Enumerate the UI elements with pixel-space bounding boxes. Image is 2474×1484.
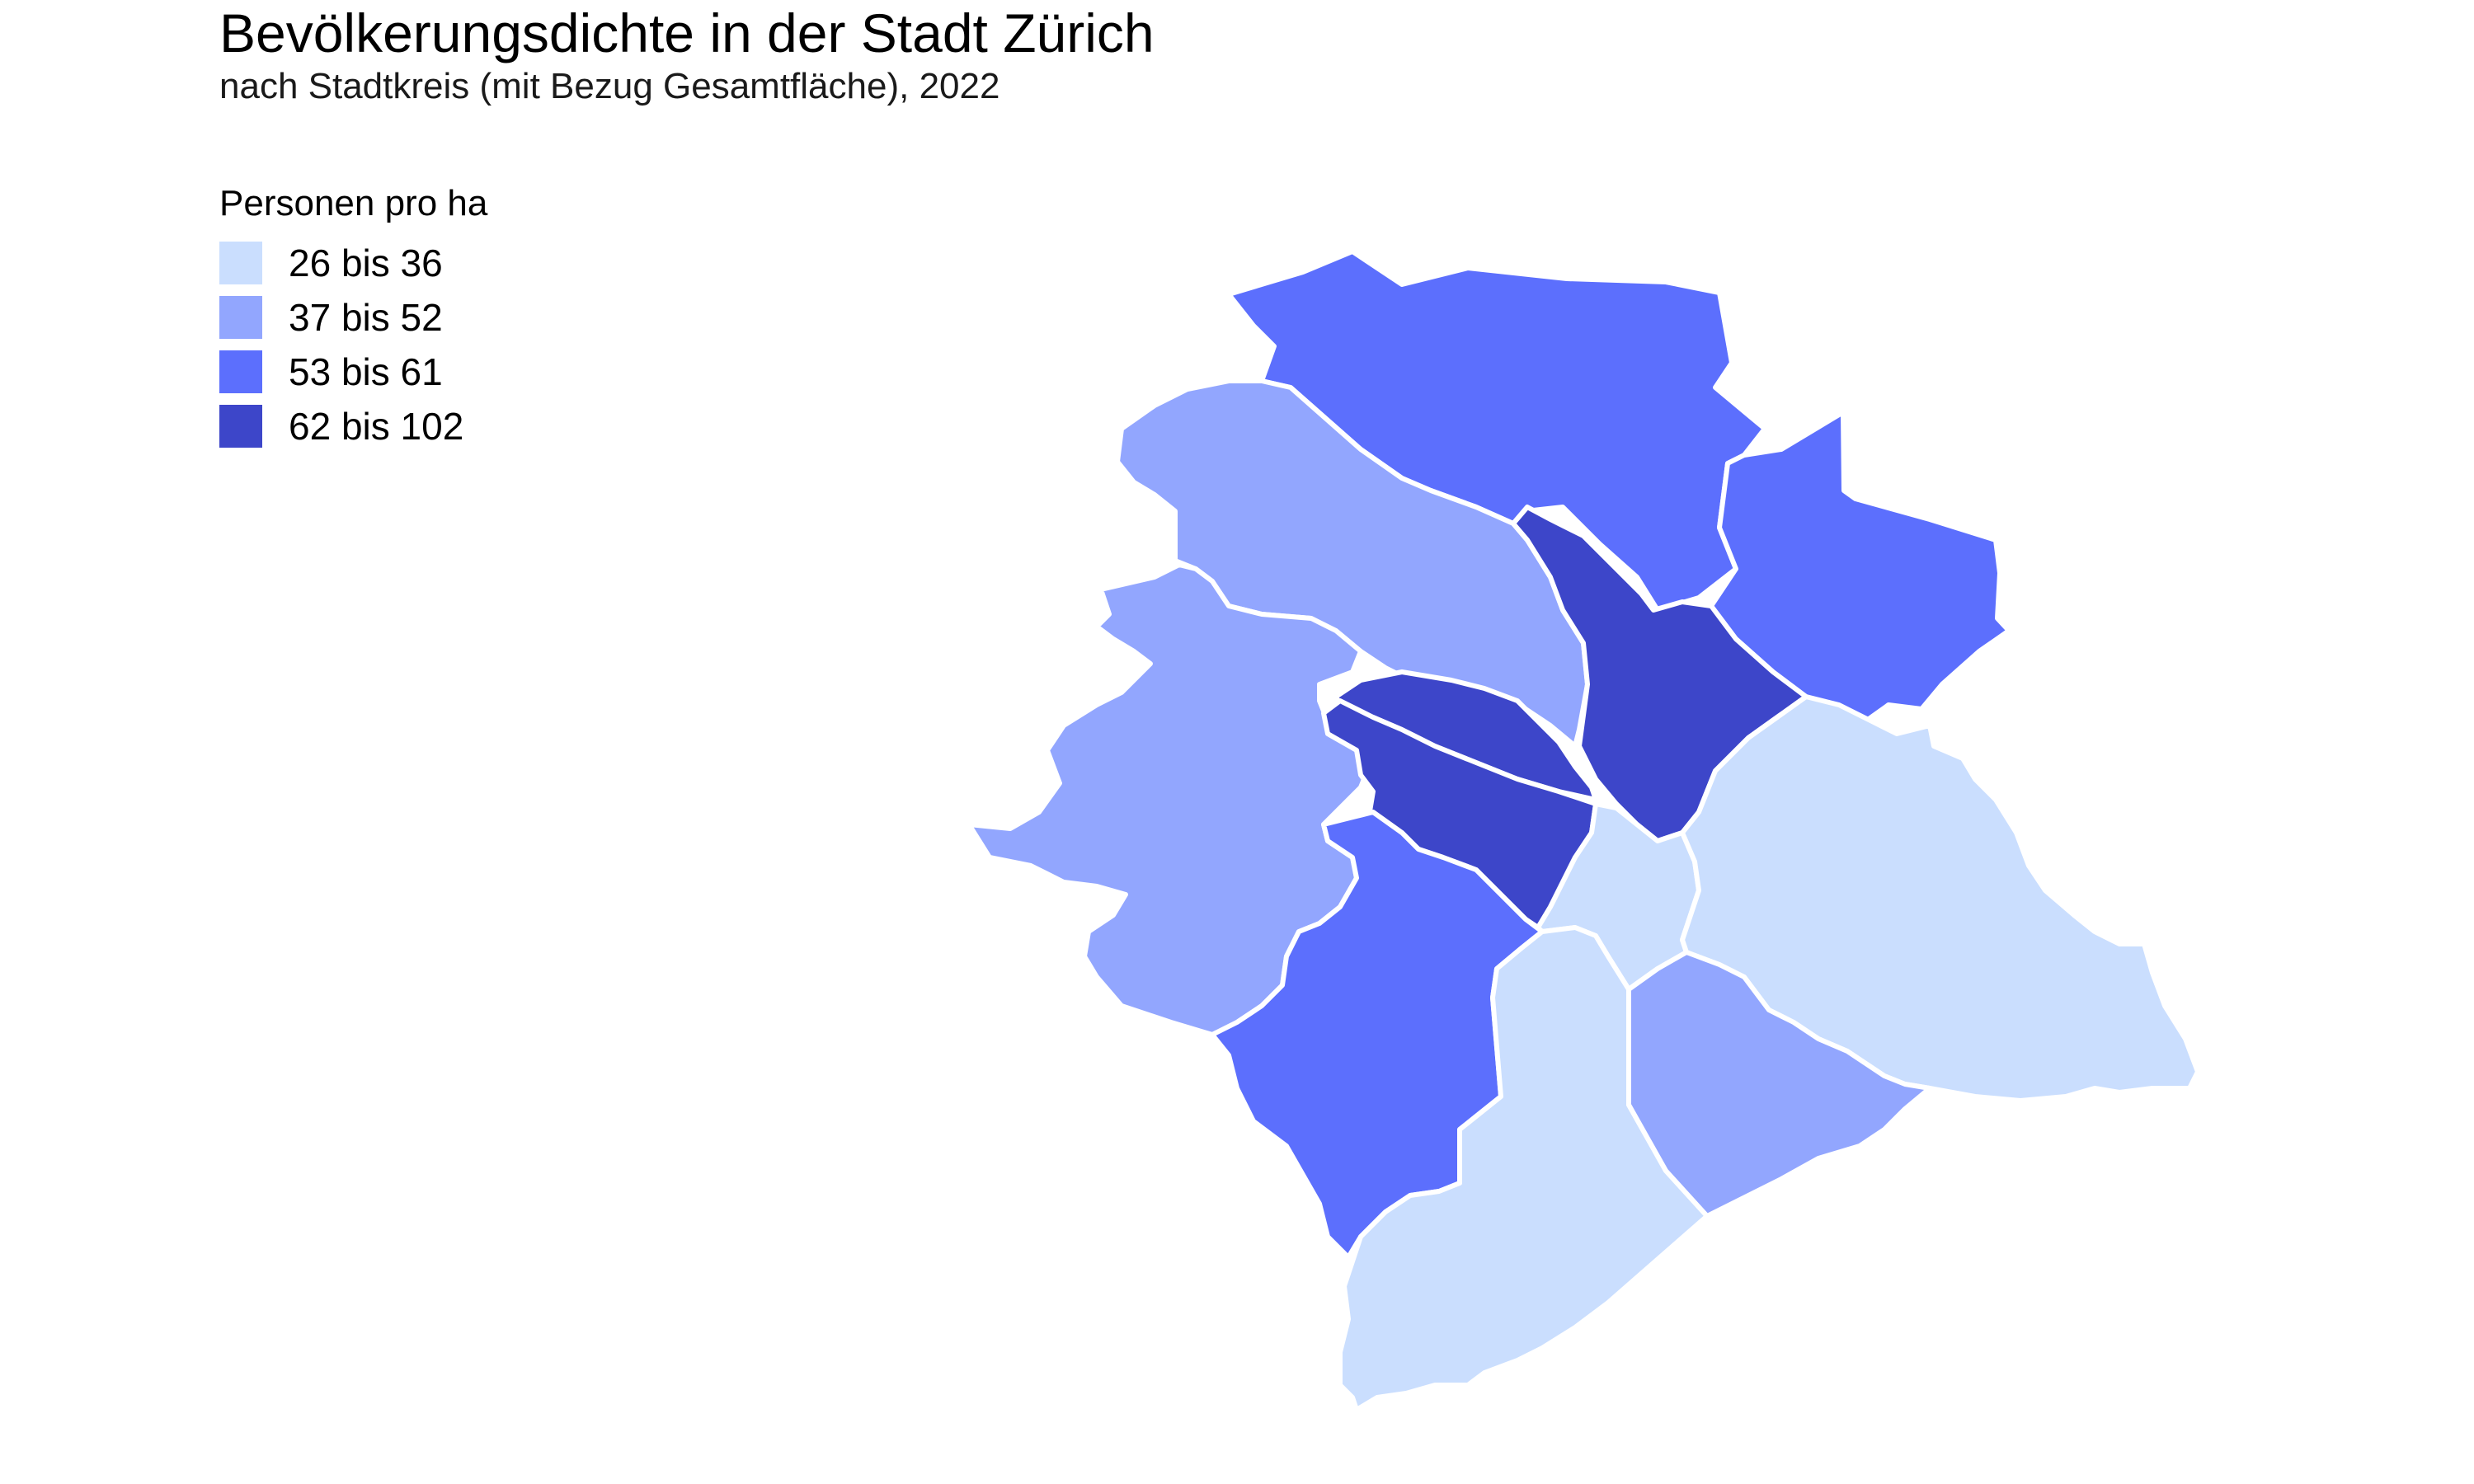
legend-item: 26 bis 36 bbox=[219, 236, 487, 290]
map-subtitle: nach Stadtkreis (mit Bezug Gesamtfläche)… bbox=[219, 66, 1000, 106]
legend-title: Personen pro ha bbox=[219, 183, 488, 223]
district-kreis-8[interactable] bbox=[1626, 950, 1932, 1219]
legend-item: 37 bis 52 bbox=[219, 290, 487, 345]
legend-swatch bbox=[219, 242, 262, 284]
legend: Personen pro ha 26 bis 36 37 bis 52 53 b… bbox=[219, 183, 487, 453]
legend-label: 53 bis 61 bbox=[289, 350, 443, 393]
legend-swatch bbox=[219, 350, 262, 393]
district-kreis-12[interactable] bbox=[1709, 410, 2011, 728]
legend-label: 26 bis 36 bbox=[289, 242, 443, 284]
map-title: Bevölkerungsdichte in der Stadt Zürich bbox=[219, 2, 1155, 63]
legend-swatch bbox=[219, 405, 262, 448]
legend-item: 53 bis 61 bbox=[219, 345, 487, 399]
legend-swatch bbox=[219, 296, 262, 339]
legend-label: 37 bis 52 bbox=[289, 296, 443, 339]
legend-label: 62 bis 102 bbox=[289, 405, 464, 448]
legend-item: 62 bis 102 bbox=[219, 399, 487, 453]
